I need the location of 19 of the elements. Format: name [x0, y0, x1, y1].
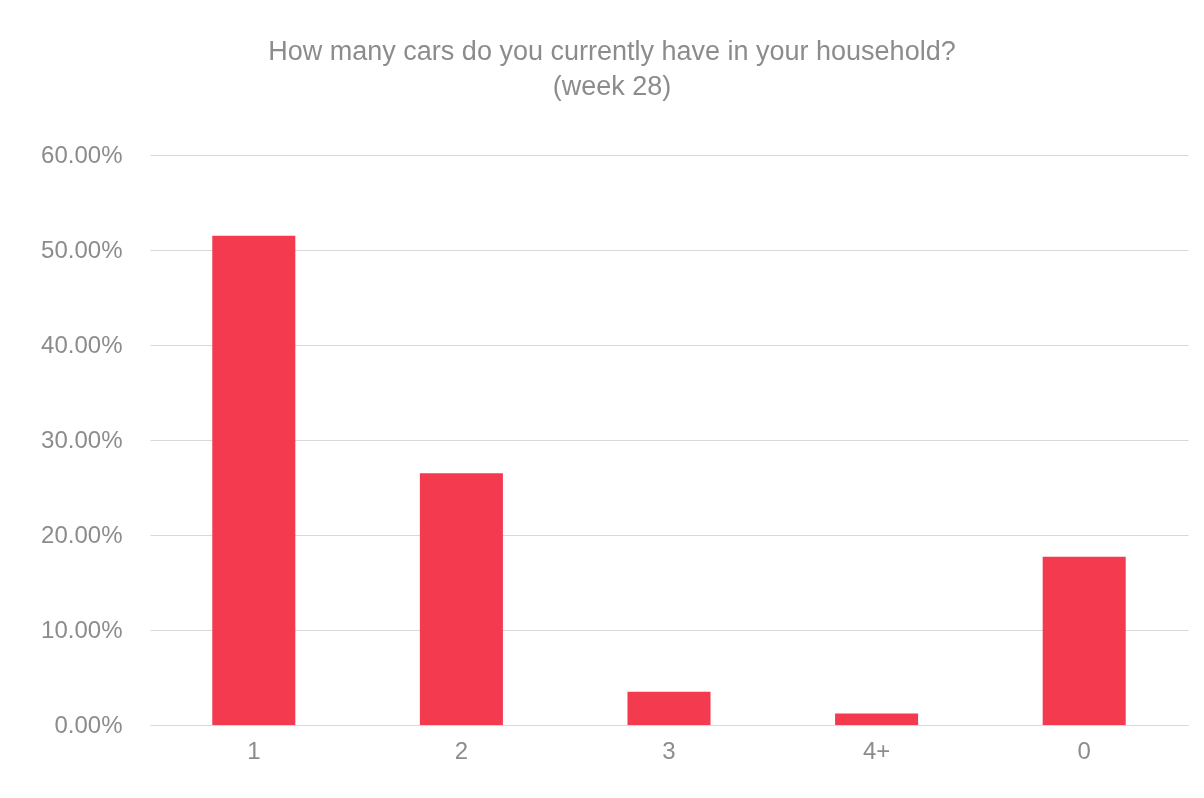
- y-tick-label: 30.00%: [41, 425, 123, 453]
- bar: [835, 713, 919, 725]
- bar: [419, 473, 503, 725]
- x-tick-label: 1: [247, 736, 261, 764]
- y-tick-label: 50.00%: [41, 235, 123, 263]
- y-tick-label: 60.00%: [41, 140, 123, 168]
- y-tick-label: 0.00%: [54, 710, 123, 738]
- bar: [1042, 556, 1126, 725]
- x-tick-label: 3: [662, 736, 676, 764]
- y-tick-label: 20.00%: [41, 520, 123, 548]
- chart-title: How many cars do you currently have in your household?: [268, 36, 956, 66]
- y-tick-label: 10.00%: [41, 615, 123, 643]
- x-tick-label: 0: [1077, 736, 1091, 764]
- x-tick-label: 4+: [862, 736, 891, 764]
- bar: [627, 691, 711, 725]
- x-tick-label: 2: [454, 736, 469, 764]
- y-tick-label: 40.00%: [41, 330, 123, 358]
- bar: [212, 235, 296, 725]
- chart-subtitle: (week 28): [552, 71, 672, 101]
